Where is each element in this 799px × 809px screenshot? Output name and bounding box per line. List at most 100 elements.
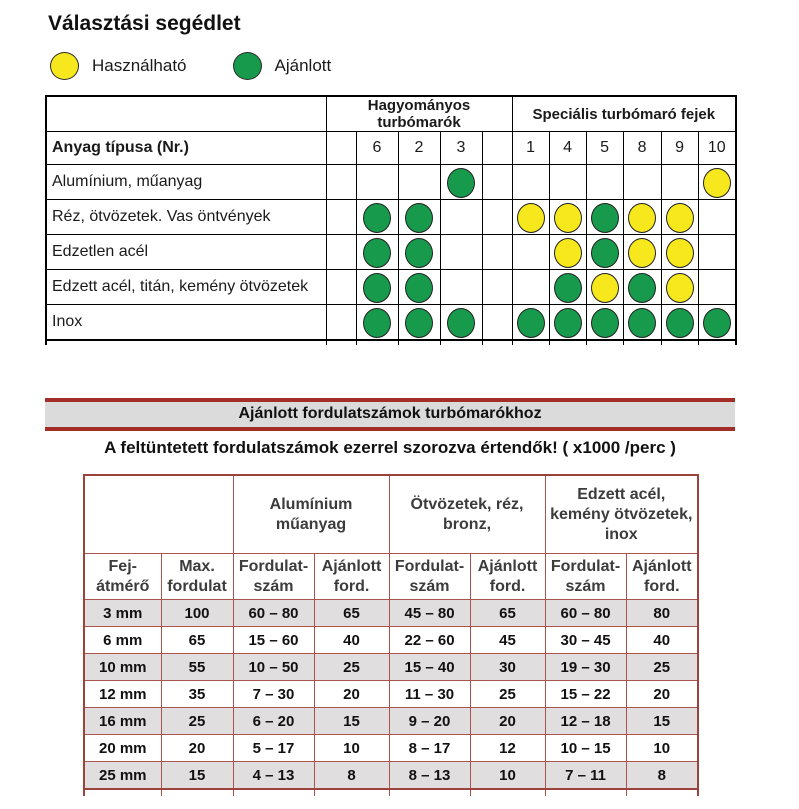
stub-cell	[625, 789, 700, 796]
dot-cell	[548, 304, 587, 341]
recommended-dot-icon	[516, 307, 545, 338]
speed-value-cell: 9 – 20	[388, 707, 471, 735]
dot-cell	[585, 269, 624, 305]
speed-row: 12 mm 35 7 – 30 20 11 – 30 25 15 – 22 20	[83, 680, 700, 708]
material-row: Alumínium, műanyag	[45, 164, 738, 200]
speed-value-cell: 22 – 60	[388, 626, 471, 654]
usable-dot-icon	[50, 52, 79, 80]
column-header: Ajánlott ford.	[625, 553, 700, 600]
usable-dot-icon	[590, 272, 619, 303]
dot-cell	[397, 304, 441, 341]
dot-cell	[548, 234, 587, 270]
speed-value-cell: 15 – 22	[544, 680, 627, 708]
recommended-dot-icon	[553, 272, 582, 303]
speed-value-cell: 35	[160, 680, 234, 708]
dot-cell	[697, 234, 738, 270]
dot-cell	[511, 234, 550, 270]
tool-number-cell: 6	[355, 131, 399, 165]
cropped-row-stub	[83, 789, 700, 796]
speed-header-columns: Fej- átmérő Max. fordulat Fordulat- szám Aj…	[83, 553, 700, 600]
speed-row: 10 mm 55 10 – 50 25 15 – 40 30 19 – 30 25	[83, 653, 700, 681]
dot-cell	[439, 199, 483, 235]
dot-cell	[660, 164, 699, 200]
dot-cell	[439, 234, 483, 270]
stub-cell	[697, 340, 738, 345]
speed-value-cell: 15	[160, 761, 234, 790]
stub-cell	[325, 340, 357, 345]
material-label: Edzetlen acél	[45, 234, 327, 270]
tool-number-cell: 5	[585, 131, 624, 165]
usable-dot-icon	[665, 272, 694, 303]
cropped-row-stub	[45, 340, 738, 345]
speed-note: A feltüntetett fordulatszámok ezerrel sz…	[104, 438, 676, 457]
material-row: Edzetlen acél	[45, 234, 738, 270]
dot-cell	[439, 304, 483, 341]
speed-value-cell: 45 – 80	[388, 599, 471, 627]
column-header: Ajánlott ford.	[313, 553, 390, 600]
speed-value-cell: 65	[313, 599, 390, 627]
speed-value-cell: 25	[313, 653, 390, 681]
column-header: Fordulat- szám	[388, 553, 471, 600]
speed-value-cell: 65	[469, 599, 546, 627]
tool-number-cell: 8	[622, 131, 662, 165]
page-title: Választási segédlet	[48, 12, 241, 35]
speed-value-cell: 30 – 45	[544, 626, 627, 654]
column-header: Ajánlott ford.	[469, 553, 546, 600]
speed-value-cell: 4 – 13	[232, 761, 315, 790]
recommended-dot-icon	[702, 307, 731, 338]
usable-dot-icon	[702, 167, 731, 198]
diameter-cell: 20 mm	[83, 734, 162, 762]
speed-value-cell: 7 – 30	[232, 680, 315, 708]
tool-number-cell: 10	[697, 131, 738, 165]
dot-cell	[511, 304, 550, 341]
stub-cell	[660, 340, 699, 345]
diameter-cell: 6 mm	[83, 626, 162, 654]
material-row: Inox	[45, 304, 738, 341]
tool-number-cell	[481, 131, 513, 165]
tool-number-cell: 2	[397, 131, 441, 165]
recommended-dot-icon	[363, 272, 391, 303]
dot-cell	[697, 269, 738, 305]
dot-cell	[481, 199, 513, 235]
stub-cell	[313, 789, 390, 796]
stub-cell	[388, 789, 471, 796]
recommended-dot-icon	[363, 307, 391, 338]
dot-cell	[397, 164, 441, 200]
group-header-traditional: Hagyományos turbómarók	[325, 95, 513, 132]
material-group-header: Alumínium műanyag	[232, 474, 390, 554]
stub-cell	[544, 789, 627, 796]
speed-value-cell: 15	[313, 707, 390, 735]
dot-cell	[585, 164, 624, 200]
dot-cell	[660, 304, 699, 341]
legend: Használható Ajánlott	[50, 52, 799, 80]
dot-cell	[622, 234, 662, 270]
stub-cell	[355, 340, 399, 345]
dot-cell	[622, 304, 662, 341]
speed-row: 16 mm 25 6 – 20 15 9 – 20 20 12 – 18 15	[83, 707, 700, 735]
dot-cell	[481, 164, 513, 200]
dot-cell	[325, 234, 357, 270]
dot-cell	[511, 199, 550, 235]
speed-value-cell: 10	[313, 734, 390, 762]
speed-banner-text: Ajánlott fordulatszámok turbómarókhoz	[238, 405, 542, 422]
speed-value-cell: 45	[469, 626, 546, 654]
speed-value-cell: 20	[313, 680, 390, 708]
dot-cell	[511, 164, 550, 200]
usable-dot-icon	[553, 202, 582, 233]
recommended-dot-icon	[405, 272, 433, 303]
speed-value-cell: 10 – 15	[544, 734, 627, 762]
tool-number-cell	[325, 131, 357, 165]
usable-dot-icon	[665, 202, 694, 233]
recommended-dot-icon	[590, 237, 619, 268]
speed-value-cell: 30	[469, 653, 546, 681]
diameter-cell: 16 mm	[83, 707, 162, 735]
speed-row: 25 mm 15 4 – 13 8 8 – 13 10 7 – 11 8	[83, 761, 700, 790]
speed-value-cell: 65	[160, 626, 234, 654]
dot-cell	[355, 199, 399, 235]
recommended-dot-icon	[363, 202, 391, 233]
recommended-dot-icon	[590, 307, 619, 338]
dot-cell	[697, 164, 738, 200]
dot-cell	[325, 304, 357, 341]
stub-cell	[160, 789, 234, 796]
usable-label: Használható	[92, 56, 187, 75]
